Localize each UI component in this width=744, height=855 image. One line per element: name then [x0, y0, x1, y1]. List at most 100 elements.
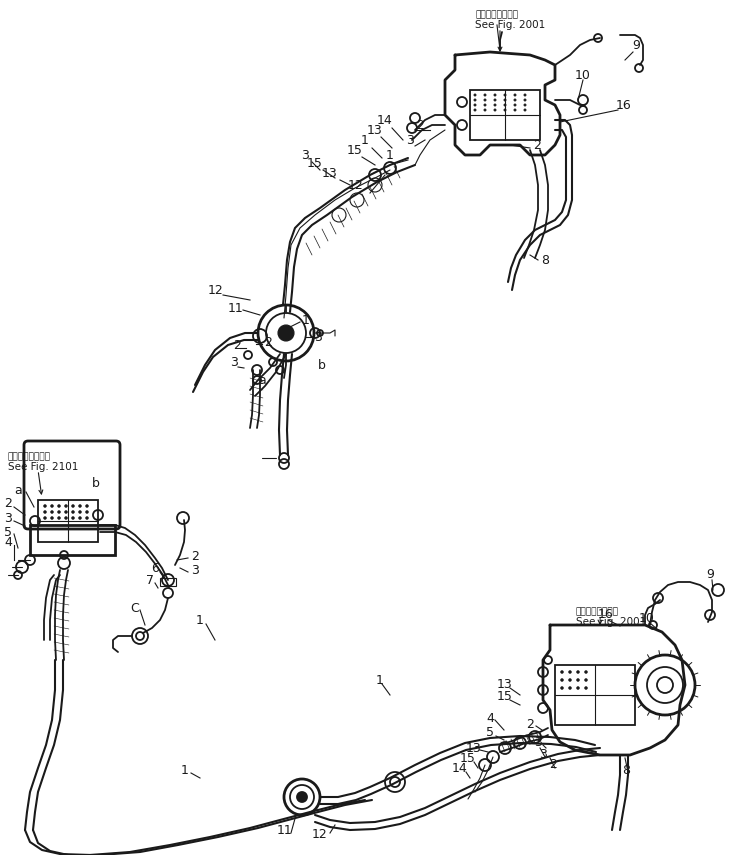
Text: 第２００１図参照: 第２００１図参照: [576, 607, 619, 616]
Text: C: C: [130, 602, 138, 615]
Circle shape: [560, 679, 563, 681]
Bar: [555, 665, 635, 725]
Circle shape: [43, 504, 46, 508]
Circle shape: [585, 670, 588, 674]
Circle shape: [71, 510, 74, 514]
Circle shape: [484, 103, 486, 106]
Text: 4: 4: [486, 711, 494, 724]
Circle shape: [484, 109, 486, 111]
Circle shape: [79, 516, 82, 520]
Text: 15: 15: [307, 156, 323, 169]
Text: 1: 1: [196, 614, 204, 627]
Circle shape: [657, 677, 673, 693]
Text: 7: 7: [146, 574, 154, 587]
Circle shape: [71, 516, 74, 520]
Text: 3: 3: [230, 356, 238, 369]
Text: 2: 2: [533, 139, 541, 151]
Text: 6: 6: [151, 562, 159, 575]
Bar: [38, 500, 98, 542]
Text: 2: 2: [4, 497, 12, 510]
Text: 10: 10: [575, 68, 591, 81]
Text: 5: 5: [4, 526, 12, 539]
Text: 11: 11: [228, 302, 244, 315]
Text: 12: 12: [312, 828, 328, 841]
Text: 15: 15: [497, 691, 513, 704]
Circle shape: [560, 687, 563, 689]
Circle shape: [86, 516, 89, 520]
Circle shape: [585, 679, 588, 681]
Circle shape: [514, 99, 516, 101]
Text: 3: 3: [406, 133, 414, 146]
Circle shape: [86, 510, 89, 514]
Circle shape: [524, 99, 526, 101]
Circle shape: [79, 504, 82, 508]
Text: 1: 1: [181, 764, 189, 776]
Circle shape: [504, 99, 506, 101]
Text: 1: 1: [302, 314, 310, 327]
Circle shape: [494, 99, 496, 101]
Text: See Fig. 2101: See Fig. 2101: [8, 462, 78, 472]
Circle shape: [79, 510, 82, 514]
Text: a: a: [258, 374, 266, 386]
Circle shape: [43, 516, 46, 520]
Circle shape: [514, 103, 516, 106]
Text: 9: 9: [632, 38, 640, 51]
Text: b: b: [92, 476, 100, 490]
Text: 14: 14: [452, 762, 468, 775]
Circle shape: [514, 94, 516, 97]
Circle shape: [524, 109, 526, 111]
Text: 13: 13: [466, 741, 482, 754]
Text: 11: 11: [277, 823, 293, 836]
Text: 14: 14: [377, 114, 393, 127]
Circle shape: [494, 94, 496, 97]
Circle shape: [524, 94, 526, 97]
Circle shape: [65, 516, 68, 520]
Text: 2: 2: [191, 550, 199, 563]
Circle shape: [57, 516, 60, 520]
Circle shape: [568, 679, 571, 681]
Circle shape: [51, 516, 54, 520]
Circle shape: [504, 109, 506, 111]
Circle shape: [568, 670, 571, 674]
Text: 3: 3: [539, 748, 547, 762]
Circle shape: [514, 109, 516, 111]
Text: See Fig. 2001: See Fig. 2001: [576, 617, 647, 627]
Circle shape: [524, 103, 526, 106]
Bar: [30, 525, 115, 555]
Circle shape: [494, 103, 496, 106]
Text: 1: 1: [376, 674, 384, 687]
Bar: [160, 578, 176, 586]
Text: 4: 4: [4, 536, 12, 550]
Text: 3: 3: [4, 511, 12, 524]
Text: 16: 16: [598, 609, 614, 622]
Text: 2: 2: [549, 758, 557, 771]
Text: 2: 2: [526, 718, 534, 732]
Bar: [470, 90, 540, 140]
Circle shape: [43, 510, 46, 514]
Circle shape: [86, 504, 89, 508]
Text: 2: 2: [416, 119, 424, 132]
Text: 15: 15: [347, 144, 363, 156]
Circle shape: [57, 510, 60, 514]
Text: 10: 10: [639, 611, 655, 624]
Circle shape: [560, 670, 563, 674]
Circle shape: [585, 687, 588, 689]
Text: 3: 3: [314, 331, 322, 344]
Text: 13: 13: [322, 167, 338, 180]
Text: 3: 3: [301, 149, 309, 162]
Text: 8: 8: [622, 764, 630, 776]
Circle shape: [136, 632, 144, 640]
Circle shape: [484, 99, 486, 101]
Circle shape: [65, 504, 68, 508]
Circle shape: [278, 325, 294, 341]
Text: 2: 2: [233, 339, 241, 351]
Text: a: a: [14, 483, 22, 497]
Text: 9: 9: [706, 569, 714, 581]
Circle shape: [474, 99, 476, 101]
Text: 12: 12: [208, 284, 224, 297]
Text: 16: 16: [616, 98, 632, 111]
Text: b: b: [318, 358, 326, 372]
Circle shape: [474, 109, 476, 111]
Text: 12: 12: [348, 179, 364, 192]
Circle shape: [65, 510, 68, 514]
